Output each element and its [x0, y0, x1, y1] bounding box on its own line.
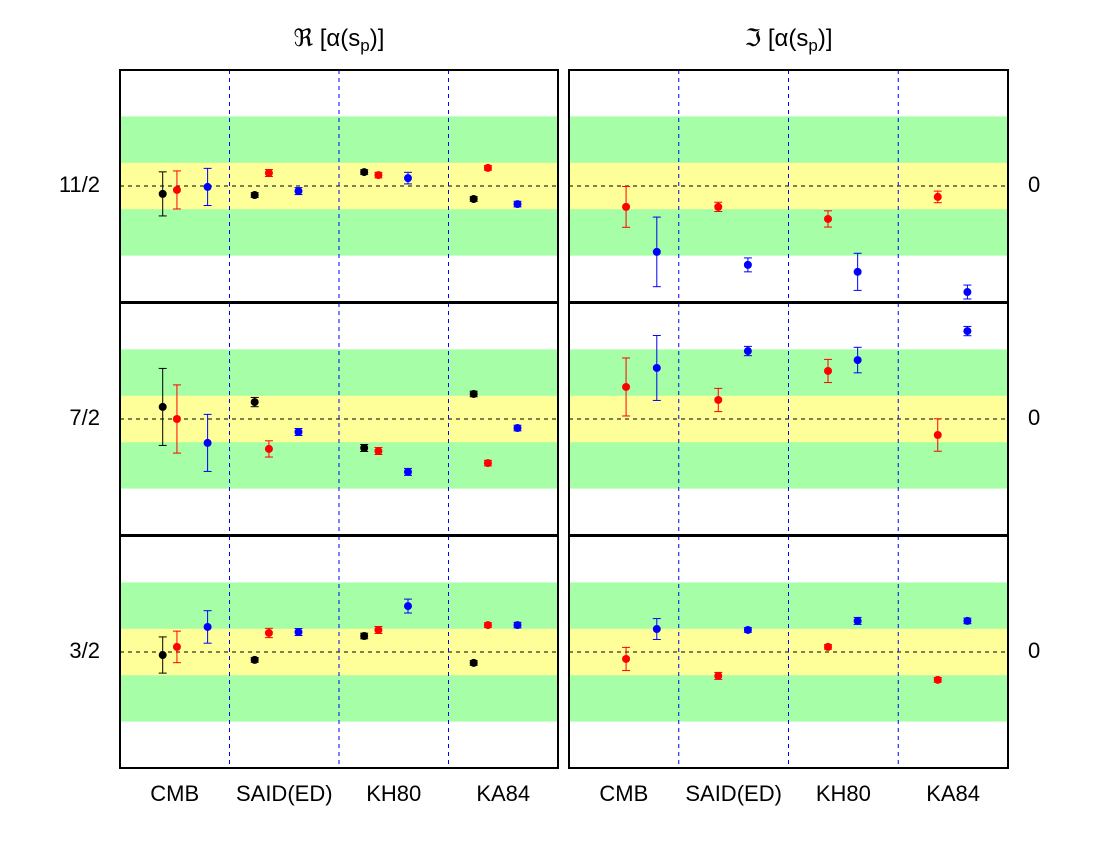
point [264, 444, 273, 453]
title-end: )] [370, 25, 385, 52]
point [824, 366, 833, 375]
point [963, 288, 972, 297]
panel-frame [119, 535, 559, 769]
point [264, 169, 273, 178]
row-right-label: 0 [1028, 405, 1040, 430]
title-sub: p [808, 36, 817, 55]
point [158, 402, 167, 411]
point [469, 194, 478, 203]
point [652, 625, 661, 634]
point [933, 675, 942, 684]
point [172, 185, 181, 194]
point [203, 182, 212, 191]
point [403, 174, 412, 183]
column-title: ℜ [α(sp)] [294, 25, 385, 55]
point [294, 427, 303, 436]
row-label: 11/2 [59, 172, 100, 197]
x-tick-label: KA84 [476, 781, 530, 806]
x-tick-label: CMB [150, 781, 199, 806]
point [403, 467, 412, 476]
point [294, 187, 303, 196]
point [652, 363, 661, 372]
point [824, 214, 833, 223]
point [250, 398, 259, 407]
x-tick-label: CMB [599, 781, 648, 806]
point [250, 655, 259, 664]
point [743, 260, 752, 269]
point [374, 447, 383, 456]
title-main: ℑ [α(s [744, 25, 808, 52]
title-main: ℜ [α(s [294, 25, 361, 52]
point [294, 628, 303, 637]
x-tick-label: KH80 [366, 781, 421, 806]
panel-frame [568, 535, 1009, 769]
x-tick-label: SAID(ED) [236, 781, 333, 806]
point [513, 424, 522, 433]
point [622, 382, 631, 391]
point [513, 621, 522, 630]
point [963, 616, 972, 625]
point [853, 356, 862, 365]
point [360, 631, 369, 640]
x-tick-label: KH80 [816, 781, 871, 806]
point [933, 192, 942, 201]
point [483, 459, 492, 468]
row-label: 7/2 [69, 405, 100, 430]
point [469, 389, 478, 398]
x-tick-label: SAID(ED) [685, 781, 782, 806]
point [374, 171, 383, 180]
point [714, 202, 723, 211]
point [622, 654, 631, 663]
row-right-label: 0 [1028, 172, 1040, 197]
point [360, 444, 369, 452]
point [403, 602, 412, 611]
point [483, 163, 492, 172]
point [853, 267, 862, 276]
point [172, 642, 181, 651]
point [203, 622, 212, 631]
x-tick-label: KA84 [926, 781, 980, 806]
row-label: 3/2 [69, 638, 100, 663]
point [250, 191, 259, 200]
column-title: ℑ [α(sp)] [744, 25, 832, 55]
point [469, 658, 478, 667]
point [203, 438, 212, 447]
point [933, 431, 942, 440]
point [374, 625, 383, 634]
point [158, 189, 167, 198]
title-end: )] [818, 25, 833, 52]
point [743, 347, 752, 356]
point [743, 625, 752, 634]
point [360, 168, 369, 177]
point [652, 247, 661, 256]
point [963, 327, 972, 336]
point [513, 200, 522, 209]
point [853, 616, 862, 625]
point [622, 202, 631, 211]
point [824, 642, 833, 651]
point [483, 621, 492, 630]
point [158, 651, 167, 660]
point [714, 671, 723, 680]
row-right-label: 0 [1028, 638, 1040, 663]
point [714, 395, 723, 404]
point [264, 628, 273, 637]
point [172, 415, 181, 423]
title-sub: p [360, 36, 369, 55]
